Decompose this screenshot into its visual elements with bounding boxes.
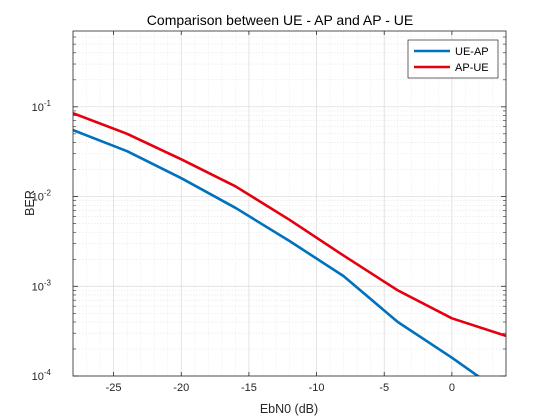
x-tick-labels: -25 -20 -15 -10 -5 0 bbox=[106, 382, 455, 394]
legend: UE-AP AP-UE bbox=[407, 39, 499, 79]
x-tick-label: -20 bbox=[173, 382, 189, 394]
y-axis-label: BER bbox=[23, 190, 37, 216]
minor-grid bbox=[72, 31, 507, 376]
y-tick-label: 10-4 bbox=[32, 368, 52, 383]
x-tick-label: -25 bbox=[106, 382, 122, 394]
y-tick-label: 10-2 bbox=[32, 189, 52, 204]
axis-ticks bbox=[73, 31, 506, 377]
legend-label-ap-ue: AP-UE bbox=[455, 62, 489, 74]
y-tick-label: 10-3 bbox=[32, 278, 52, 293]
legend-box bbox=[407, 39, 499, 79]
plot-frame bbox=[72, 30, 507, 377]
x-tick-label: -5 bbox=[379, 382, 389, 394]
x-axis-label: EbN0 (dB) bbox=[260, 402, 318, 416]
series-line-ap-ue bbox=[73, 111, 506, 338]
chart-title: Comparison between UE - AP and AP - UE bbox=[147, 12, 413, 28]
x-tick-label: -10 bbox=[309, 382, 325, 394]
x-tick-label: -15 bbox=[241, 382, 257, 394]
series-layer bbox=[73, 111, 506, 376]
x-tick-label: 0 bbox=[449, 382, 455, 394]
y-tick-label: 10-1 bbox=[32, 99, 52, 114]
series-line-ue-ap bbox=[73, 128, 481, 376]
y-tick-labels: 10-4 10-3 10-2 10-1 bbox=[32, 99, 52, 383]
legend-label-ue-ap: UE-AP bbox=[455, 46, 489, 58]
